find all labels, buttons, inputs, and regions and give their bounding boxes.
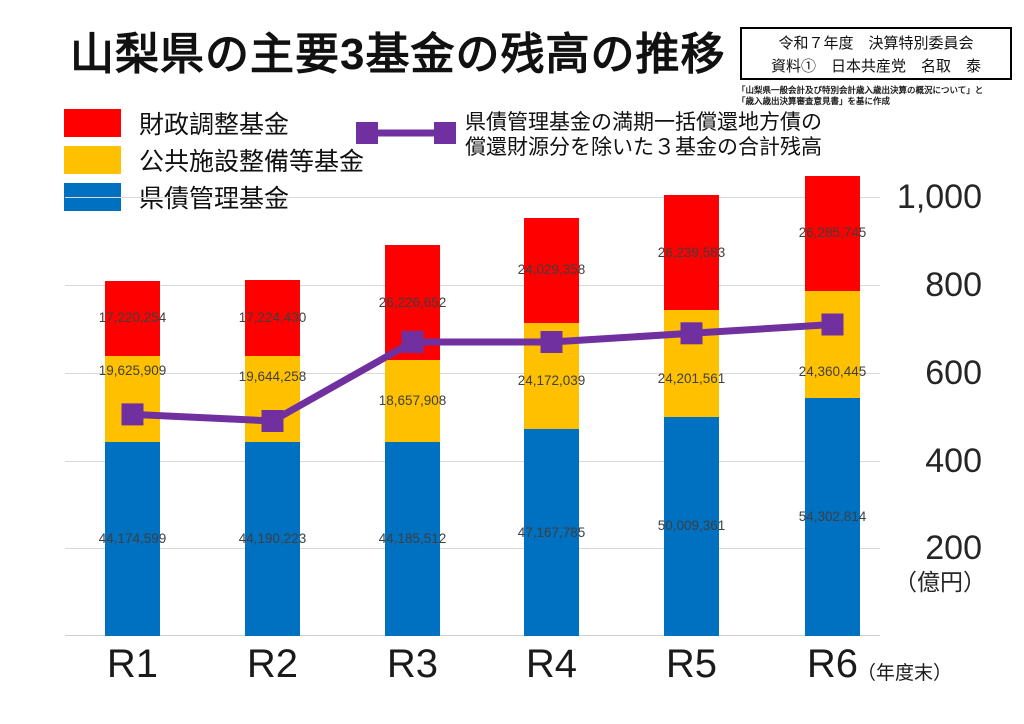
red-swatch-icon <box>64 108 121 137</box>
legend-label: 県債管理基金 <box>139 184 290 213</box>
bar-segment-r6-series0 <box>805 397 860 636</box>
bar-segment-r5-series0 <box>664 416 719 636</box>
bar-value-label: 19,644,258 <box>238 369 307 384</box>
legend-item-koukyou-shisetsu: 公共施設整備等基金 <box>64 141 364 178</box>
bar-value-label: 26,285,745 <box>798 225 867 241</box>
legend-label: 財政調整基金 <box>139 110 290 139</box>
x-axis-tick-label-r1: R1 <box>106 642 159 686</box>
bar-value-label: 24,360,445 <box>798 364 867 380</box>
x-axis: （年度末） R1 R2 R3 R4 R5 R6 <box>65 640 1024 710</box>
bar-value-label: 18,657,908 <box>378 393 447 409</box>
x-axis-tick-label-r6: R6 <box>806 642 859 686</box>
source-note-line1: 「山梨県一般会計及び特別会計歳入歳出決算の概況について」と <box>737 85 984 95</box>
bar-segment-r4-series0 <box>524 429 579 636</box>
bar-segment-r6-series2 <box>805 175 860 291</box>
x-axis-tick-label-r2: R2 <box>246 642 299 686</box>
bar-value-label: 50,009,361 <box>657 518 726 534</box>
bar-value-label: 44,190,223 <box>238 531 307 547</box>
gridline <box>65 285 880 286</box>
bar-segment-r2-series2 <box>245 280 300 356</box>
gridline <box>65 197 880 199</box>
x-axis-unit-label: （年度末） <box>857 663 953 684</box>
line-marker-icon <box>401 331 424 353</box>
line-marker-icon <box>540 331 563 353</box>
bar-segment-r3-series0 <box>385 442 440 636</box>
bar-value-label: 17,224,430 <box>238 310 307 326</box>
chart-plot-area: 44,174,599 19,625,909 17,220,254 44,190,223… <box>65 150 880 636</box>
header-box-line1: 令和７年度 決算特別委員会 <box>778 35 974 52</box>
bar-value-label: 44,185,512 <box>378 531 447 547</box>
line-marker-icon <box>680 322 703 345</box>
line-legend-line2: 償還財源分を除いた３基金の合計残高 <box>465 136 822 159</box>
header-box: 令和７年度 決算特別委員会 資料① 日本共産党 名取 泰 <box>740 27 1012 80</box>
bar-segment-r1-series1 <box>105 356 160 443</box>
gridline <box>65 548 880 550</box>
y-axis-tick-label: 1,000 <box>896 178 982 217</box>
line-legend: 県債管理基金の満期一括償還地方債の 償還財源分を除いた３基金の合計残高 <box>355 110 822 160</box>
total-balance-line <box>121 313 844 432</box>
purple-line-marker-icon <box>356 122 456 144</box>
y-axis-tick-label: 400 <box>925 441 982 480</box>
x-axis-tick-label-r4: R4 <box>525 642 578 686</box>
source-note-line2: 「歳入歳出決算審査意見書」を基に作成 <box>737 96 891 106</box>
legend-item-kensai-kanri: 県債管理基金 <box>64 178 364 215</box>
legend-label: 公共施設整備等基金 <box>139 147 365 176</box>
bar-segment-r2-series0 <box>245 442 300 636</box>
yellow-swatch-icon <box>64 145 121 174</box>
source-note: 「山梨県一般会計及び特別会計歳入歳出決算の概況について」と 「歳入歳出決算審査意… <box>737 85 1017 107</box>
bar-value-label: 24,172,039 <box>517 373 586 388</box>
y-axis-unit-label: （億円） <box>894 569 986 596</box>
header-box-line2: 資料① 日本共産党 名取 泰 <box>770 58 981 75</box>
bar-value-label: 26,226,652 <box>378 294 447 310</box>
bar-value-label: 24,201,561 <box>657 370 726 386</box>
line-marker-icon <box>261 410 284 432</box>
bar-segment-r1-series0 <box>105 442 160 636</box>
bar-value-label: 47,167,785 <box>517 524 586 540</box>
bar-value-label: 19,625,909 <box>98 363 167 379</box>
bar-value-label: 54,302,814 <box>798 508 867 524</box>
bar-segment-r5-series2 <box>664 195 719 311</box>
bar-segment-r4-series2 <box>524 217 579 323</box>
x-axis-line <box>65 635 880 636</box>
bar-value-label: 17,220,254 <box>98 310 167 326</box>
gridline <box>65 460 880 462</box>
bar-segment-r1-series2 <box>105 280 160 357</box>
line-legend-text: 県債管理基金の満期一括償還地方債の 償還財源分を除いた３基金の合計残高 <box>465 110 822 160</box>
y-axis-tick-label: 600 <box>925 353 982 392</box>
bar-value-label: 24,029,358 <box>517 262 586 278</box>
y-axis-tick-label: 800 <box>925 266 982 304</box>
y-axis-tick-label: 200 <box>925 529 982 568</box>
x-axis-tick-label-r3: R3 <box>386 642 439 686</box>
page-title: 山梨県の主要3基金の残高の推移 <box>70 30 726 79</box>
y-axis: 1,000 800 600 400 200 （億円） <box>882 150 988 660</box>
bar-value-label: 26,239,583 <box>657 244 726 260</box>
x-axis-tick-label-r5: R5 <box>665 642 718 686</box>
legend-item-zaisei-chousei: 財政調整基金 <box>64 104 364 141</box>
legend: 財政調整基金 公共施設整備等基金 県債管理基金 <box>64 104 364 215</box>
line-legend-line1: 県債管理基金の満期一括償還地方債の <box>465 111 822 134</box>
line-path <box>132 321 833 425</box>
gridline <box>65 372 880 374</box>
bar-segment-r3-series1 <box>385 360 440 443</box>
bar-value-label: 44,174,599 <box>98 531 167 547</box>
line-marker-icon <box>821 313 844 336</box>
blue-swatch-icon <box>64 182 121 211</box>
line-marker-icon <box>121 403 144 426</box>
bar-segment-r6-series1 <box>805 290 860 398</box>
